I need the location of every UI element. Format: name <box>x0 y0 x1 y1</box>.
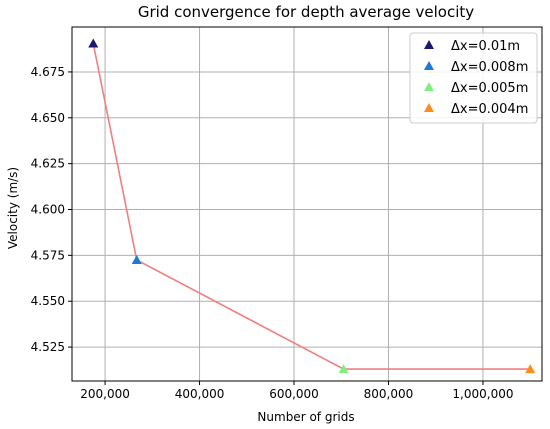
y-ticks: 4.525 4.550 4.575 4.600 4.625 4.650 4.675 <box>31 65 72 354</box>
x-tick-label: 1,000,000 <box>452 387 513 401</box>
x-tick-label: 400,000 <box>175 387 225 401</box>
data-point-marker <box>131 254 142 264</box>
legend-label: Δx=0.01m <box>451 39 520 54</box>
legend-box <box>409 32 538 124</box>
x-tick-label: 600,000 <box>269 387 319 401</box>
legend-marker <box>424 40 434 49</box>
x-ticks: 200,000 400,000 600,000 800,000 1,000,000 <box>80 381 513 401</box>
legend-label: Δx=0.008m <box>451 60 528 75</box>
x-axis-label: Number of grids <box>257 410 354 424</box>
legend-marker <box>424 61 434 70</box>
y-tick-label: 4.650 <box>31 111 65 125</box>
data-point-marker <box>338 364 349 374</box>
y-tick-label: 4.525 <box>31 340 65 354</box>
data-point-marker <box>88 38 99 48</box>
chart-title: Grid convergence for depth average veloc… <box>138 3 474 21</box>
y-tick-label: 4.675 <box>31 65 65 79</box>
y-axis-label: Velocity (m/s) <box>6 167 20 249</box>
y-tick-label: 4.625 <box>31 157 65 171</box>
y-tick-label: 4.550 <box>31 294 65 308</box>
legend: Δx=0.01m Δx=0.008m Δx=0.005m Δx=0.004m <box>409 32 538 124</box>
series-line <box>92 43 531 370</box>
y-tick-label: 4.600 <box>31 203 65 217</box>
legend-marker <box>424 82 434 91</box>
legend-marker <box>424 103 434 112</box>
x-tick-label: 200,000 <box>80 387 130 401</box>
plot-area <box>71 26 543 382</box>
legend-label: Δx=0.005m <box>451 81 528 96</box>
y-tick-label: 4.575 <box>31 248 65 262</box>
data-points <box>88 38 536 374</box>
connecting-line <box>92 43 531 370</box>
x-tick-label: 800,000 <box>364 387 414 401</box>
data-point-marker <box>525 364 536 374</box>
grid-lines <box>72 27 542 381</box>
legend-label: Δx=0.004m <box>451 102 528 117</box>
